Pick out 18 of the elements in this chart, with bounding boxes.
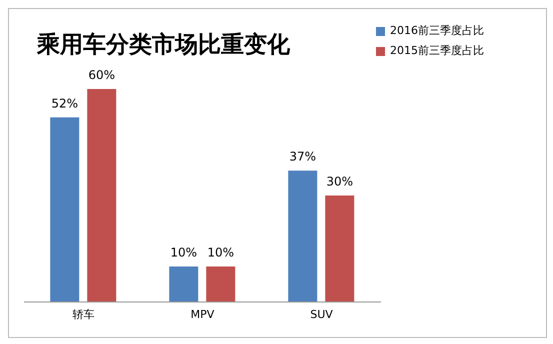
data-label: 52% <box>51 96 78 110</box>
data-label: 60% <box>88 68 116 82</box>
legend-label: 2016前三季度占比 <box>390 23 484 39</box>
x-tick-label: MPV <box>190 308 215 321</box>
legend-label: 2015前三季度占比 <box>390 43 484 59</box>
data-label: 30% <box>326 174 354 188</box>
chart-title: 乘用车分类市场比重变化 <box>37 30 290 60</box>
bar <box>169 266 198 302</box>
data-label: 10% <box>170 246 198 260</box>
x-tick-label: SUV <box>310 308 334 321</box>
bar <box>50 117 80 302</box>
x-tick-label: 轿车 <box>72 308 94 321</box>
bar <box>325 196 354 302</box>
data-label: 37% <box>289 150 316 164</box>
data-label: 10% <box>207 246 234 260</box>
bar <box>206 266 236 302</box>
bar <box>87 89 116 302</box>
bar <box>288 170 318 302</box>
